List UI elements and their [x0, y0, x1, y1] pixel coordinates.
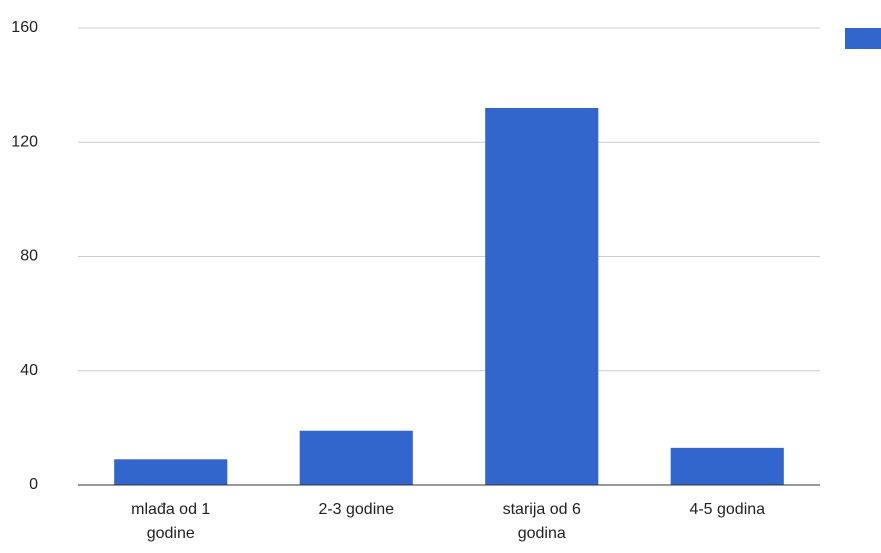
legend-swatch — [845, 28, 881, 49]
y-tick-label: 80 — [20, 248, 38, 265]
y-tick-label: 40 — [20, 362, 38, 379]
bar — [670, 447, 784, 485]
x-tick-label: 2-3 godine — [318, 501, 395, 518]
y-tick-label: 120 — [11, 133, 38, 150]
x-tick-label: 4-5 godina — [689, 501, 766, 518]
y-tick-label: 160 — [11, 19, 38, 36]
bar — [299, 430, 413, 485]
y-tick-label: 0 — [29, 476, 38, 493]
x-tick-label: mlađa od 1 godine — [131, 501, 211, 542]
x-tick-label: starija od 6 godina — [502, 501, 581, 542]
bar — [114, 459, 228, 485]
bar — [485, 107, 599, 485]
